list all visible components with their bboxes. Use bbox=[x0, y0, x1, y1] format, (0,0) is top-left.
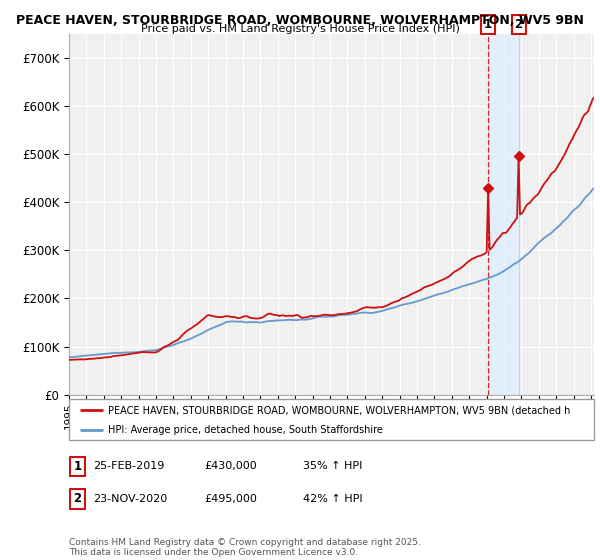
Text: PEACE HAVEN, STOURBRIDGE ROAD, WOMBOURNE, WOLVERHAMPTON, WV5 9BN: PEACE HAVEN, STOURBRIDGE ROAD, WOMBOURNE… bbox=[16, 14, 584, 27]
Text: Price paid vs. HM Land Registry's House Price Index (HPI): Price paid vs. HM Land Registry's House … bbox=[140, 24, 460, 34]
Text: 2: 2 bbox=[73, 492, 82, 506]
Text: 1: 1 bbox=[484, 18, 492, 31]
Text: 42% ↑ HPI: 42% ↑ HPI bbox=[303, 494, 362, 504]
Text: PEACE HAVEN, STOURBRIDGE ROAD, WOMBOURNE, WOLVERHAMPTON, WV5 9BN (detached h: PEACE HAVEN, STOURBRIDGE ROAD, WOMBOURNE… bbox=[109, 405, 571, 415]
Text: 2: 2 bbox=[515, 18, 523, 31]
Text: 25-FEB-2019: 25-FEB-2019 bbox=[93, 461, 164, 472]
Text: Contains HM Land Registry data © Crown copyright and database right 2025.
This d: Contains HM Land Registry data © Crown c… bbox=[69, 538, 421, 557]
Text: 35% ↑ HPI: 35% ↑ HPI bbox=[303, 461, 362, 472]
Bar bbox=[488, 34, 518, 395]
FancyBboxPatch shape bbox=[69, 399, 594, 440]
Text: HPI: Average price, detached house, South Staffordshire: HPI: Average price, detached house, Sout… bbox=[109, 424, 383, 435]
Text: £495,000: £495,000 bbox=[204, 494, 257, 504]
FancyBboxPatch shape bbox=[70, 457, 85, 476]
Text: 1: 1 bbox=[73, 460, 82, 473]
Text: £430,000: £430,000 bbox=[204, 461, 257, 472]
FancyBboxPatch shape bbox=[70, 489, 85, 508]
Text: 23-NOV-2020: 23-NOV-2020 bbox=[93, 494, 167, 504]
